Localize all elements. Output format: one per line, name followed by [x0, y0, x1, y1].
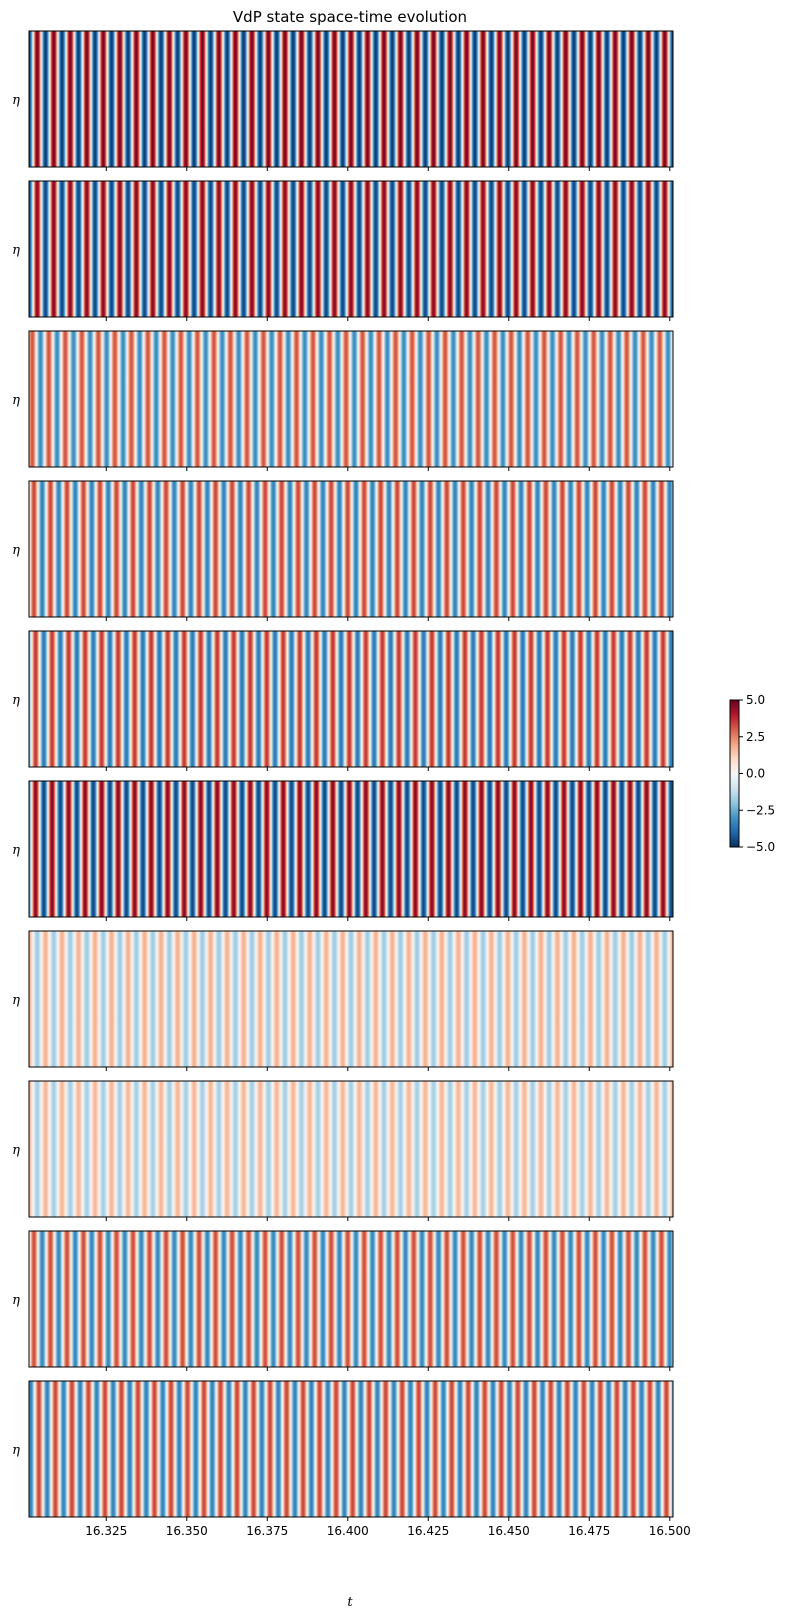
- y-axis-label: η: [12, 1293, 20, 1308]
- heatmap-panel-8: η: [12, 1080, 674, 1221]
- heatmap-cells: [28, 330, 674, 468]
- colorbar-tick-label: −2.5: [746, 803, 775, 817]
- colorbar-tick-label: 2.5: [746, 730, 765, 744]
- x-tick-label: 16.425: [407, 1524, 449, 1538]
- x-axis-label: t: [347, 1595, 353, 1610]
- heatmap-panel-5: η: [12, 630, 674, 771]
- heatmap-cells: [28, 630, 674, 768]
- colorbar: 5.0 2.5 0.0 −2.5 −5.0: [729, 693, 775, 854]
- x-tick-label: 16.400: [327, 1524, 369, 1538]
- y-axis-label: η: [12, 543, 20, 558]
- y-axis-label: η: [12, 843, 20, 858]
- y-axis-label: η: [12, 393, 20, 408]
- x-tick-label: 16.325: [85, 1524, 127, 1538]
- y-axis-label: η: [12, 693, 20, 708]
- colorbar-tick-label: −5.0: [746, 840, 775, 854]
- heatmap-panel-3: η: [12, 330, 674, 471]
- heatmap-cells: [28, 30, 674, 168]
- heatmap-cells: [28, 1230, 674, 1368]
- x-tick-label: 16.375: [246, 1524, 288, 1538]
- y-axis-label: η: [12, 1143, 20, 1158]
- heatmap-panel-1: η: [12, 30, 674, 171]
- heatmap-cells: [28, 1380, 674, 1518]
- heatmap-cells: [28, 1080, 674, 1218]
- heatmap-cells: [28, 930, 674, 1068]
- x-tick-label: 16.500: [649, 1524, 691, 1538]
- y-axis-label: η: [12, 993, 20, 1008]
- colorbar-gradient: [729, 699, 740, 848]
- heatmap-panels: η η η η η η η η η η 16.325 16.350 16.375 16.400 16.425…: [12, 30, 691, 1538]
- heatmap-panel-4: η: [12, 480, 674, 621]
- chart-title: VdP state space-time evolution: [233, 8, 467, 26]
- y-axis-label: η: [12, 93, 20, 108]
- heatmap-panel-2: η: [12, 180, 674, 321]
- heatmap-cells: [28, 480, 674, 618]
- heatmap-cells: [28, 180, 674, 318]
- x-tick-label: 16.475: [568, 1524, 610, 1538]
- heatmap-panel-9: η: [12, 1230, 674, 1371]
- x-tick-label: 16.450: [488, 1524, 530, 1538]
- colorbar-tick-label: 5.0: [746, 693, 765, 707]
- heatmap-panel-7: η: [12, 930, 674, 1071]
- heatmap-panel-10: η 16.325 16.350 16.375 16.400 16.425 16.450 16.…: [12, 1380, 691, 1538]
- y-axis-label: η: [12, 243, 20, 258]
- heatmap-cells: [28, 780, 674, 918]
- y-axis-label: η: [12, 1443, 20, 1458]
- x-tick-label: 16.350: [166, 1524, 208, 1538]
- colorbar-tick-label: 0.0: [746, 767, 765, 781]
- heatmap-panel-6: η: [12, 780, 674, 921]
